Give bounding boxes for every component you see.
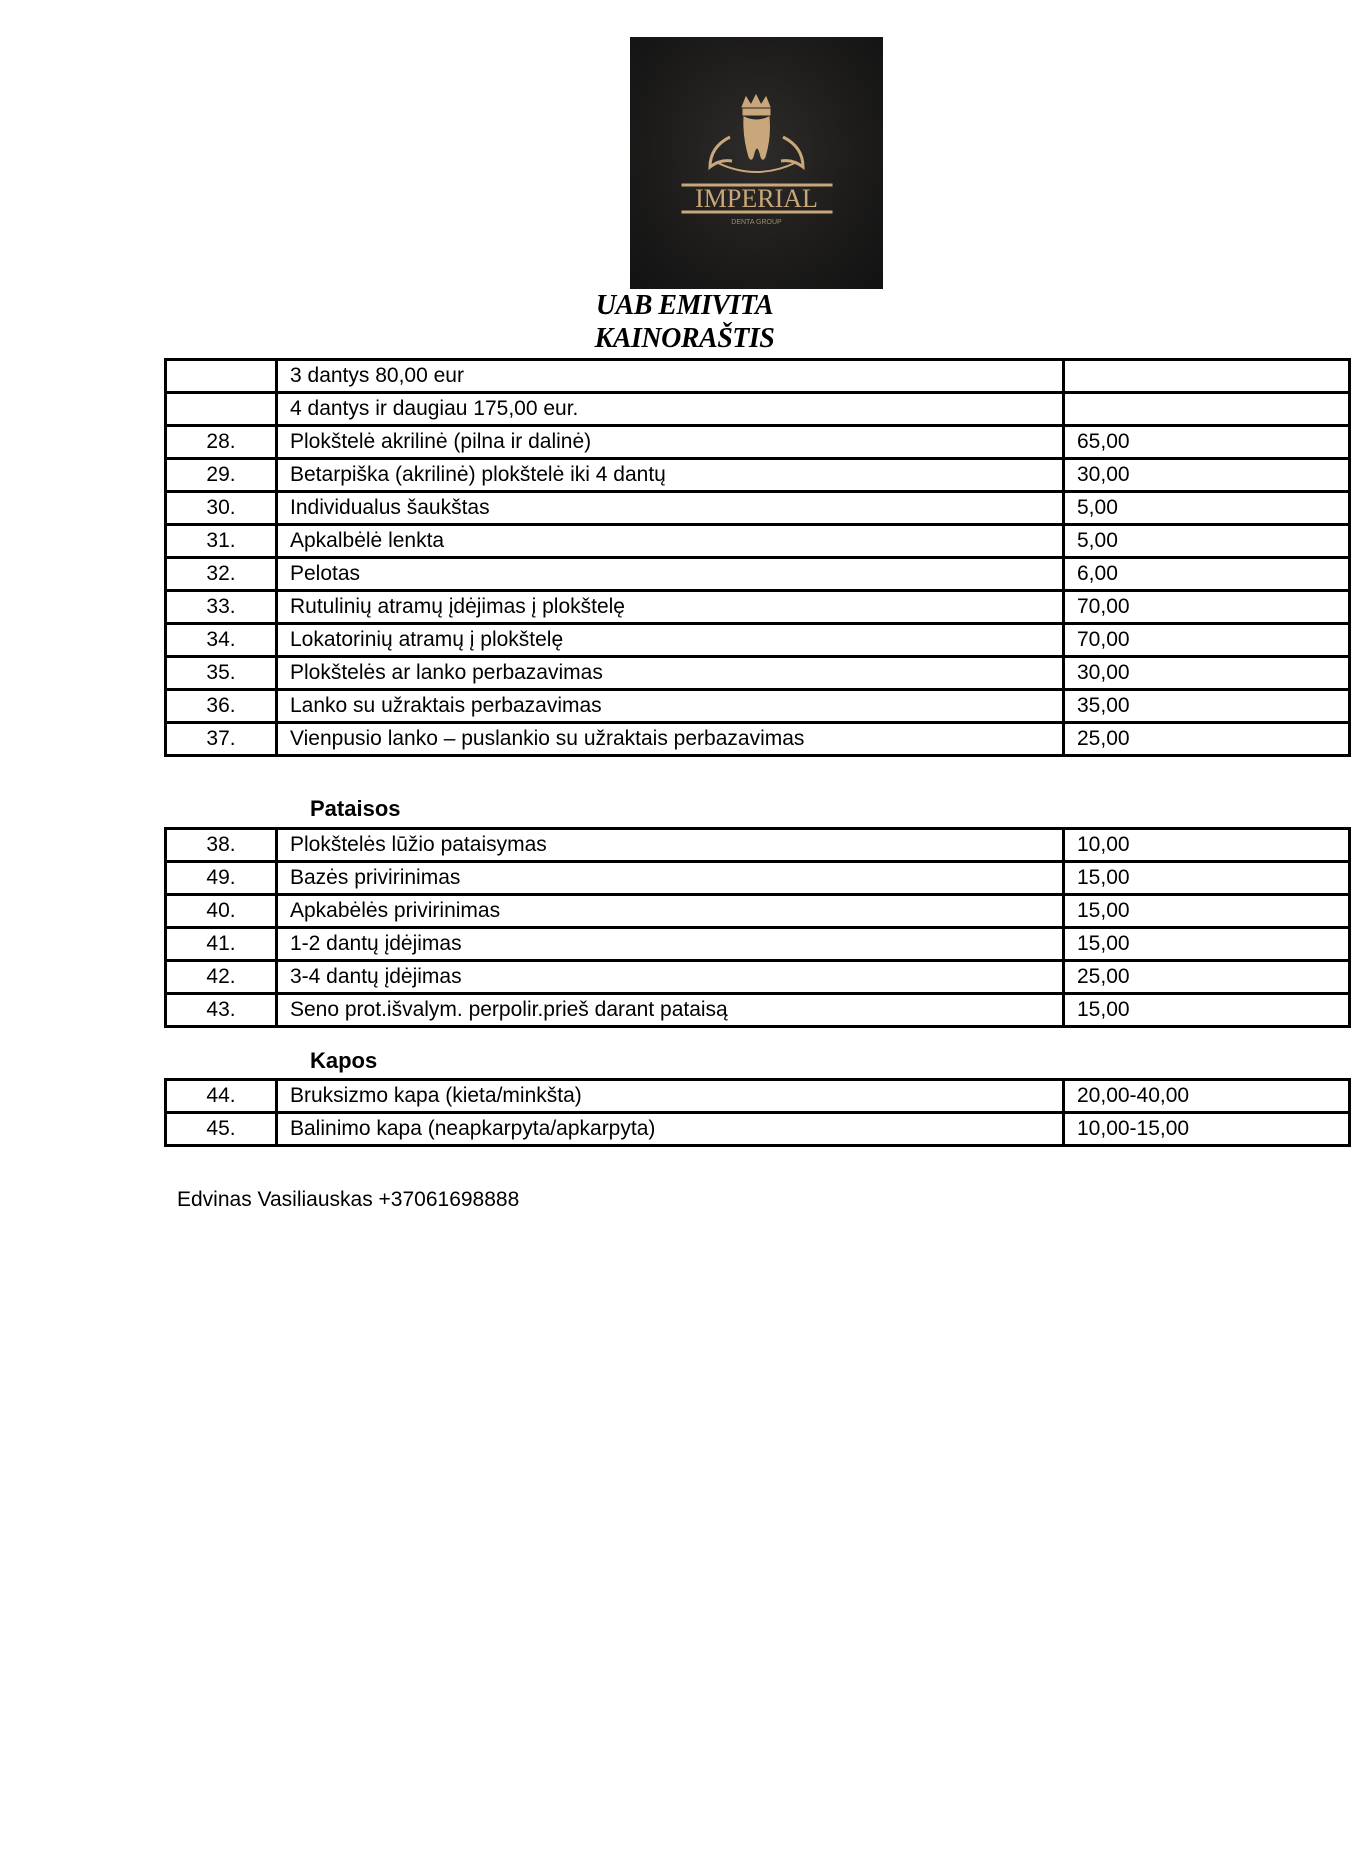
item-price: 15,00 [1062,860,1351,896]
item-price: 6,00 [1062,556,1351,592]
item-number: 36. [164,688,278,724]
section-heading-pataisos: Pataisos [310,796,401,821]
item-price: 10,00 [1062,827,1351,863]
price-table-pataisos: 38. Plokštelės lūžio pataisymas 10,00 49. Ba… [164,827,1351,1028]
table-row: 44. Bruksizmo kapa (kieta/minkšta) 20,00-4… [164,1078,1351,1114]
section-heading-kapos: Kapos [310,1048,378,1073]
table-row: 49. Bazės privirinimas 15,00 [164,860,1351,896]
item-name: 1-2 dantų įdėjimas [275,926,1065,962]
crown-tooth-emblem-icon: IMPERIAL DENTA GROUP [681,93,833,226]
item-name: Lanko su užraktais perbazavimas [275,688,1065,724]
item-name: Apkalbėlė lenkta [275,523,1065,559]
item-price: 10,00-15,00 [1062,1111,1351,1147]
item-price: 20,00-40,00 [1062,1078,1351,1114]
item-number: 37. [164,721,278,757]
item-number: 33. [164,589,278,625]
item-number: 31. [164,523,278,559]
item-number: 32. [164,556,278,592]
item-number: 40. [164,893,278,929]
price-table-main: 3 dantys 80,00 eur 4 dantys ir daugiau 17… [164,358,1351,757]
item-price: 70,00 [1062,589,1351,625]
table-row: 32. Pelotas 6,00 [164,556,1351,592]
item-number: 35. [164,655,278,691]
item-number: 28. [164,424,278,460]
item-number: 45. [164,1111,278,1147]
item-price [1062,391,1351,427]
table-row: 29. Betarpiška (akrilinė) plokštelė iki 4… [164,457,1351,493]
item-name: Bazės privirinimas [275,860,1065,896]
table-row: 33. Rutulinių atramų įdėjimas į plokštelę… [164,589,1351,625]
item-number: 44. [164,1078,278,1114]
svg-text:IMPERIAL: IMPERIAL [695,184,818,213]
item-name: Individualus šaukštas [275,490,1065,526]
item-price: 65,00 [1062,424,1351,460]
table-row: 36. Lanko su užraktais perbazavimas 35,00 [164,688,1351,724]
table-row: 31. Apkalbėlė lenkta 5,00 [164,523,1351,559]
item-price: 15,00 [1062,992,1351,1028]
item-number: 29. [164,457,278,493]
item-name: Balinimo kapa (neapkarpyta/apkarpyta) [275,1111,1065,1147]
item-price: 15,00 [1062,926,1351,962]
table-row: 41. 1-2 dantų įdėjimas 15,00 [164,926,1351,962]
item-name: Betarpiška (akrilinė) plokštelė iki 4 da… [275,457,1065,493]
item-name: 4 dantys ir daugiau 175,00 eur. [275,391,1065,427]
svg-text:DENTA GROUP: DENTA GROUP [731,219,782,226]
item-price: 5,00 [1062,523,1351,559]
item-number: 34. [164,622,278,658]
item-name: Pelotas [275,556,1065,592]
item-name: Bruksizmo kapa (kieta/minkšta) [275,1078,1065,1114]
company-name: UAB EMIVITA [595,290,774,321]
table-row: 3 dantys 80,00 eur [164,358,1351,394]
item-name: Apkabėlės privirinimas [275,893,1065,929]
item-price: 30,00 [1062,655,1351,691]
item-number [164,358,278,394]
item-number: 43. [164,992,278,1028]
table-row: 28. Plokštelė akrilinė (pilna ir dalinė) 6… [164,424,1351,460]
item-number: 49. [164,860,278,896]
item-name: 3-4 dantų įdėjimas [275,959,1065,995]
table-row: 4 dantys ir daugiau 175,00 eur. [164,391,1351,427]
item-number [164,391,278,427]
item-price: 5,00 [1062,490,1351,526]
item-name: 3 dantys 80,00 eur [275,358,1065,394]
page-title: KAINORAŠTIS [594,323,775,354]
table-row: 30. Individualus šaukštas 5,00 [164,490,1351,526]
imperial-logo: IMPERIAL DENTA GROUP [630,37,883,289]
table-row: 34. Lokatorinių atramų į plokštelę 70,00 [164,622,1351,658]
table-row: 45. Balinimo kapa (neapkarpyta/apkarpyta)… [164,1111,1351,1147]
item-number: 38. [164,827,278,863]
item-price [1062,358,1351,394]
table-row: 38. Plokštelės lūžio pataisymas 10,00 [164,827,1351,863]
table-row: 35. Plokštelės ar lanko perbazavimas 30,00 [164,655,1351,691]
item-name: Vienpusio lanko – puslankio su užraktais… [275,721,1065,757]
table-row: 42. 3-4 dantų įdėjimas 25,00 [164,959,1351,995]
table-row: 37. Vienpusio lanko – puslankio su užrakt… [164,721,1351,757]
item-price: 15,00 [1062,893,1351,929]
contact-info: Edvinas Vasiliauskas +37061698888 [177,1188,520,1211]
item-number: 30. [164,490,278,526]
item-price: 25,00 [1062,959,1351,995]
item-number: 41. [164,926,278,962]
item-name: Plokštelės lūžio pataisymas [275,827,1065,863]
item-name: Plokštelės ar lanko perbazavimas [275,655,1065,691]
item-price: 25,00 [1062,721,1351,757]
price-table-kapos: 44. Bruksizmo kapa (kieta/minkšta) 20,00-4… [164,1078,1351,1147]
item-name: Rutulinių atramų įdėjimas į plokštelę [275,589,1065,625]
table-row: 40. Apkabėlės privirinimas 15,00 [164,893,1351,929]
item-number: 42. [164,959,278,995]
item-name: Lokatorinių atramų į plokštelę [275,622,1065,658]
item-price: 35,00 [1062,688,1351,724]
item-name: Seno prot.išvalym. perpolir.prieš darant… [275,992,1065,1028]
item-name: Plokštelė akrilinė (pilna ir dalinė) [275,424,1065,460]
table-row: 43. Seno prot.išvalym. perpolir.prieš dar… [164,992,1351,1028]
item-price: 30,00 [1062,457,1351,493]
item-price: 70,00 [1062,622,1351,658]
